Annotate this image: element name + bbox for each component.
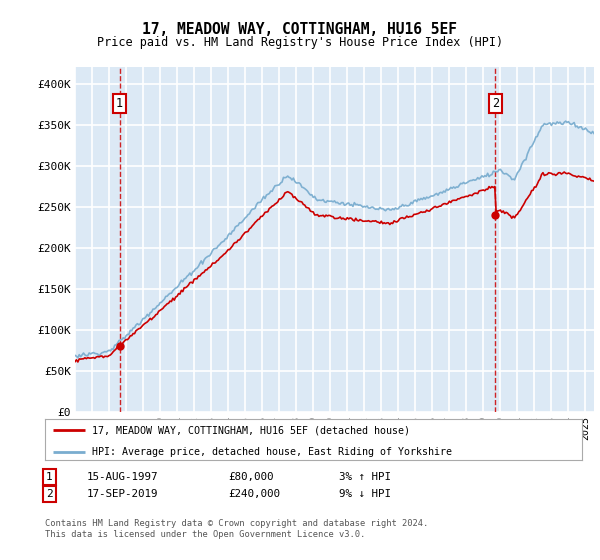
Text: 17, MEADOW WAY, COTTINGHAM, HU16 5EF: 17, MEADOW WAY, COTTINGHAM, HU16 5EF xyxy=(143,22,458,36)
Text: 17-SEP-2019: 17-SEP-2019 xyxy=(87,489,158,499)
Text: Contains HM Land Registry data © Crown copyright and database right 2024.
This d: Contains HM Land Registry data © Crown c… xyxy=(45,520,428,539)
Text: 17, MEADOW WAY, COTTINGHAM, HU16 5EF (detached house): 17, MEADOW WAY, COTTINGHAM, HU16 5EF (de… xyxy=(92,426,410,436)
Text: 2: 2 xyxy=(492,97,499,110)
Text: 2: 2 xyxy=(46,489,53,499)
Text: Price paid vs. HM Land Registry's House Price Index (HPI): Price paid vs. HM Land Registry's House … xyxy=(97,36,503,49)
Text: 15-AUG-1997: 15-AUG-1997 xyxy=(87,472,158,482)
Text: £80,000: £80,000 xyxy=(228,472,274,482)
Text: £240,000: £240,000 xyxy=(228,489,280,499)
Text: 9% ↓ HPI: 9% ↓ HPI xyxy=(339,489,391,499)
Text: 1: 1 xyxy=(116,97,123,110)
Text: 3% ↑ HPI: 3% ↑ HPI xyxy=(339,472,391,482)
Text: 1: 1 xyxy=(46,472,53,482)
Text: HPI: Average price, detached house, East Riding of Yorkshire: HPI: Average price, detached house, East… xyxy=(92,447,452,457)
